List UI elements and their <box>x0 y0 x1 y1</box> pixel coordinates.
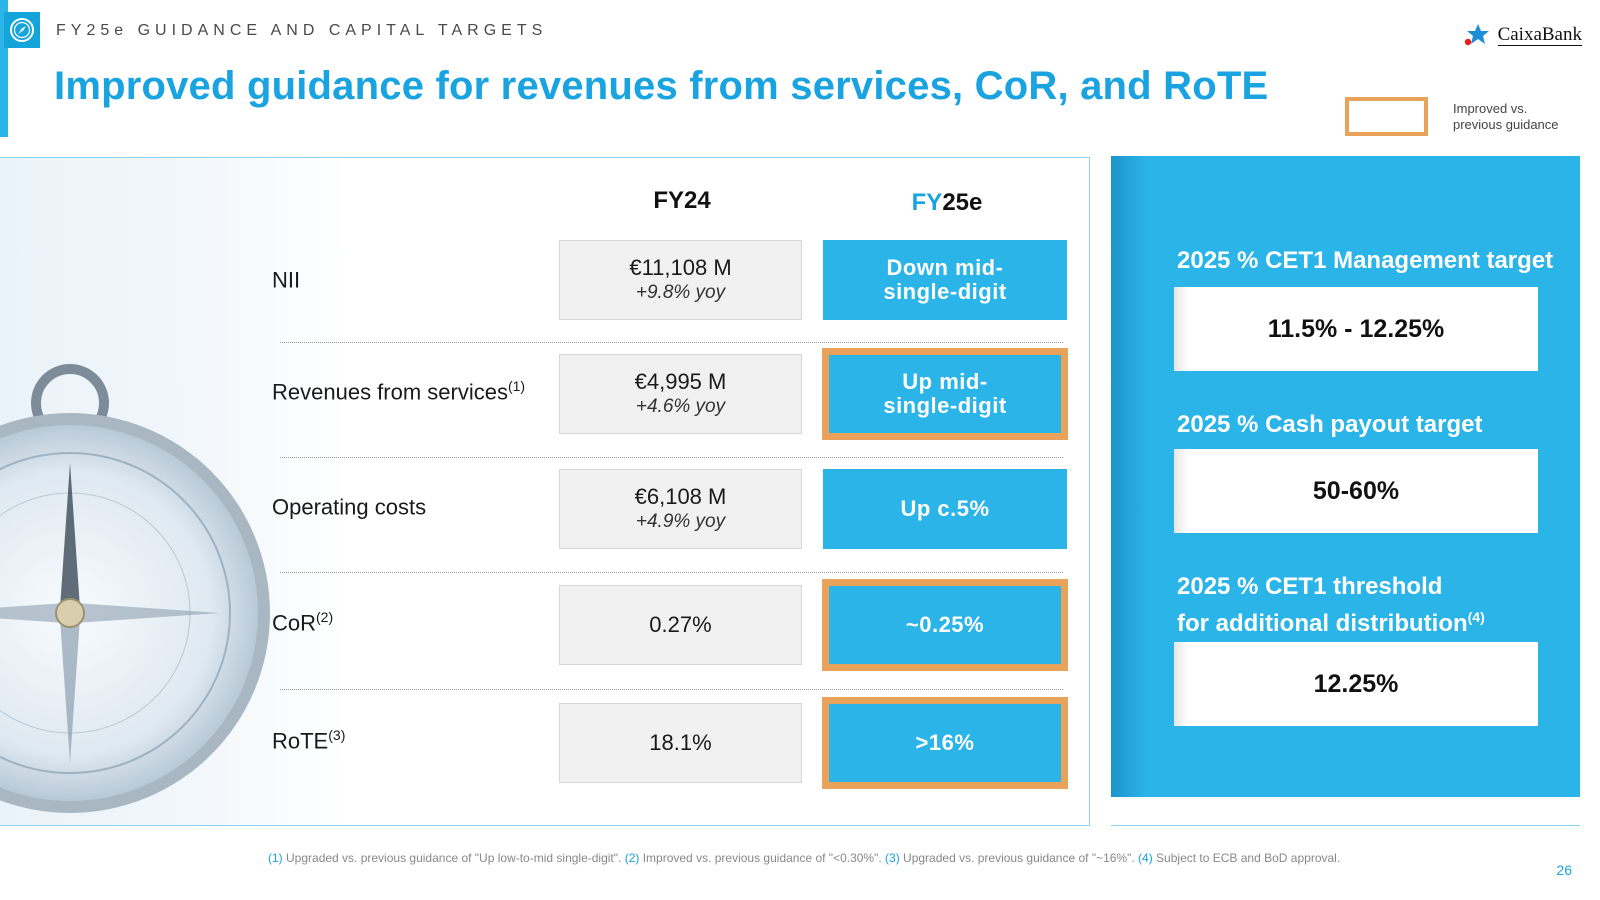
target-value-cash-payout: 50-60% <box>1174 449 1538 533</box>
caixabank-logo: CaixaBank <box>1462 22 1582 48</box>
fy24-cell-operating-costs: €6,108 M +4.9% yoy <box>559 469 802 549</box>
column-header-fy24: FY24 <box>653 187 711 214</box>
row-divider <box>280 342 1063 343</box>
compass-badge <box>4 12 40 48</box>
fy24-cell-rote: 18.1% <box>559 703 802 783</box>
fy24-value: 0.27% <box>649 612 712 637</box>
fy24-yoy: +4.9% yoy <box>635 511 726 532</box>
legend-label-line1: Improved vs. <box>1453 101 1528 116</box>
fy24-value: €6,108 M <box>634 484 727 509</box>
bottom-rule <box>1111 825 1580 826</box>
page-number: 26 <box>1556 862 1572 878</box>
page-title: Improved guidance for revenues from serv… <box>54 64 1269 108</box>
legend-swatch <box>1345 97 1428 136</box>
fy25-cell-rote: >16% <box>822 697 1068 789</box>
row-label-revenues-from-services: Revenues from services(1) <box>272 378 526 405</box>
star-logo-icon <box>1464 24 1489 46</box>
row-label-cor: CoR(2) <box>272 609 334 636</box>
target-label-cet1-threshold: 2025 % CET1 threshold for additional dis… <box>1177 573 1485 637</box>
capital-targets-panel: 2025 % CET1 Management target 11.5% - 12… <box>1111 156 1580 797</box>
fy25-cell-nii: Down mid-single-digit <box>823 240 1067 320</box>
fy24-yoy: +4.6% yoy <box>635 396 726 417</box>
accent-bar <box>0 0 8 137</box>
target-value-cet1-management: 11.5% - 12.25% <box>1174 287 1538 371</box>
guidance-table: FY24 FY25e NII €11,108 M +9.8% yoy Down … <box>0 157 1090 826</box>
legend-label-line2: previous guidance <box>1453 117 1559 132</box>
row-label-operating-costs: Operating costs <box>272 494 427 520</box>
row-label-rote: RoTE(3) <box>272 727 346 754</box>
fy25-cell-revenues: Up mid-single-digit <box>822 348 1068 440</box>
target-label-cash-payout: 2025 % Cash payout target <box>1177 411 1483 438</box>
fy25-prefix: FY <box>911 189 943 216</box>
section-label: FY25e GUIDANCE AND CAPITAL TARGETS <box>56 22 548 39</box>
fy24-yoy: +9.8% yoy <box>635 282 726 303</box>
row-divider <box>280 572 1063 573</box>
fy24-cell-nii: €11,108 M +9.8% yoy <box>559 240 802 320</box>
fy24-value: €11,108 M <box>629 255 732 280</box>
column-header-fy25e: FY25e <box>822 189 1072 217</box>
fy24-value: 18.1% <box>649 730 712 755</box>
fy24-value: €4,995 M <box>634 369 727 394</box>
row-divider <box>280 457 1063 458</box>
fy24-cell-cor: 0.27% <box>559 585 802 665</box>
legend-label: Improved vs. previous guidance <box>1453 101 1559 133</box>
target-label-cet1-management: 2025 % CET1 Management target <box>1177 247 1554 274</box>
row-label-nii: NII <box>272 267 301 293</box>
compass-icon <box>10 18 34 42</box>
fy25-cell-cor: ~0.25% <box>822 579 1068 671</box>
row-divider <box>280 689 1063 690</box>
compass-image <box>0 364 270 813</box>
footnotes: (1) Upgraded vs. previous guidance of "U… <box>268 851 1341 865</box>
fy25-cell-operating-costs: Up c.5% <box>823 469 1067 549</box>
target-value-cet1-threshold: 12.25% <box>1174 642 1538 726</box>
fy25-suffix: 25e <box>942 189 983 216</box>
fy24-cell-revenues: €4,995 M +4.6% yoy <box>559 354 802 434</box>
logo-text: CaixaBank <box>1497 23 1582 46</box>
